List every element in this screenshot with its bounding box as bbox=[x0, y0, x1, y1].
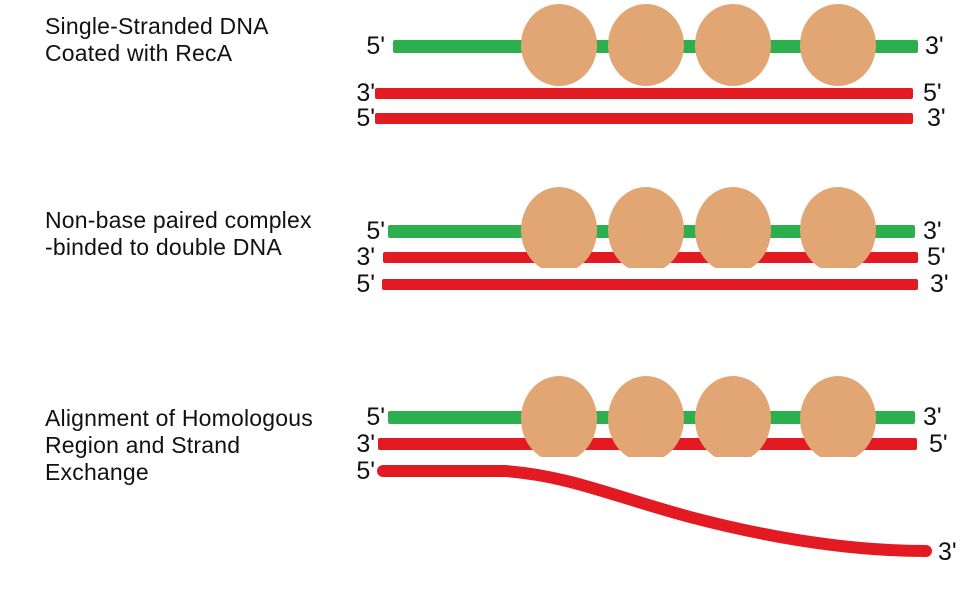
strand-end-label: 3' bbox=[356, 430, 375, 458]
reca-protein-blob bbox=[695, 376, 771, 457]
strand-end-label: 3' bbox=[925, 32, 944, 60]
duplex-strand-bottom bbox=[382, 279, 918, 290]
panel-3-caption: Alignment of Homologous Region and Stran… bbox=[45, 405, 313, 485]
strand-end-label: 5' bbox=[356, 104, 375, 132]
reca-protein-blob bbox=[695, 4, 771, 86]
strand-end-label: 3' bbox=[923, 403, 942, 431]
panel-2-caption: Non-base paired complex -binded to doubl… bbox=[45, 207, 312, 260]
strand-end-label: 5' bbox=[366, 32, 385, 60]
reca-protein-blob bbox=[800, 187, 876, 268]
strand-end-label: 3' bbox=[938, 538, 957, 566]
strand-end-label: 5' bbox=[366, 403, 385, 431]
strand-end-label: 3' bbox=[356, 243, 375, 271]
duplex-strand-top bbox=[375, 88, 913, 99]
strand-end-label: 5' bbox=[356, 270, 375, 298]
reca-protein-blob bbox=[608, 187, 684, 268]
strand-end-label: 5' bbox=[927, 243, 946, 271]
strand-end-label: 5' bbox=[923, 79, 942, 107]
strand-end-label: 3' bbox=[927, 104, 946, 132]
strand-end-label: 3' bbox=[356, 79, 375, 107]
strand-end-label: 5' bbox=[366, 217, 385, 245]
reca-protein-blob bbox=[521, 4, 597, 86]
strand-end-label: 3' bbox=[930, 270, 949, 298]
reca-protein-blob bbox=[521, 187, 597, 268]
panel-1-caption: Single-Stranded DNA Coated with RecA bbox=[45, 13, 269, 66]
reca-protein-blob bbox=[800, 4, 876, 86]
strand-end-label: 3' bbox=[923, 217, 942, 245]
reca-protein-blob bbox=[608, 376, 684, 457]
reca-protein-blob bbox=[695, 187, 771, 268]
reca-protein-blob bbox=[608, 4, 684, 86]
reca-protein-blob bbox=[800, 376, 876, 457]
strand-end-label: 5' bbox=[929, 430, 948, 458]
strand-end-label: 5' bbox=[356, 457, 375, 485]
duplex-strand-bottom bbox=[375, 113, 913, 124]
reca-protein-blob bbox=[521, 376, 597, 457]
